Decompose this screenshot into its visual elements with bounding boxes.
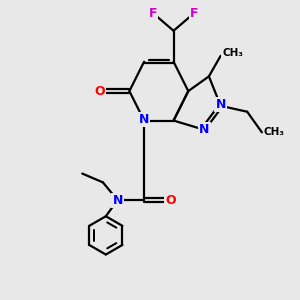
- Text: N: N: [199, 123, 210, 136]
- Text: O: O: [165, 194, 176, 207]
- Text: O: O: [94, 85, 105, 98]
- Text: F: F: [149, 7, 157, 20]
- Text: N: N: [139, 112, 149, 126]
- Text: CH₃: CH₃: [263, 127, 284, 137]
- Text: N: N: [112, 194, 123, 207]
- Text: CH₃: CH₃: [222, 48, 243, 58]
- Text: N: N: [215, 98, 226, 111]
- Text: F: F: [190, 7, 198, 20]
